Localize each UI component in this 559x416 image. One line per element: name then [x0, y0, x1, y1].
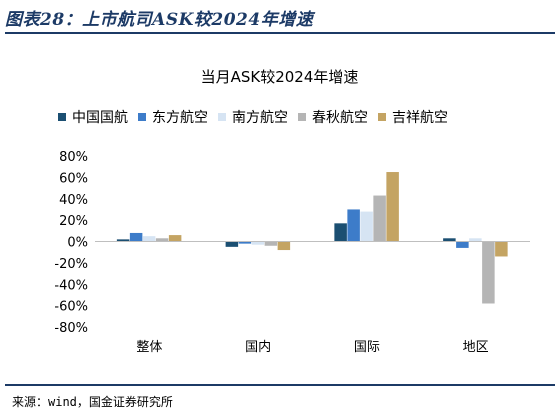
- legend-swatch: [218, 113, 226, 121]
- legend-label: 春秋航空: [312, 110, 368, 126]
- chart-title: 当月ASK较2024年增速: [200, 68, 359, 86]
- bar: [482, 241, 495, 304]
- chart-legend: 中国国航 东方航空 南方航空 春秋航空 吉祥航空: [58, 107, 448, 127]
- legend-label: 南方航空: [232, 110, 288, 126]
- x-category-label: 地区: [463, 340, 489, 355]
- y-tick-label: 0%: [67, 236, 88, 251]
- bar: [142, 236, 156, 242]
- bar: [129, 232, 143, 242]
- legend-item-air-china: 中国国航: [58, 107, 128, 127]
- bar: [456, 241, 469, 248]
- x-category-label: 整体: [136, 340, 162, 355]
- y-tick-label: -80%: [54, 321, 88, 336]
- source-note: 来源：wind，国金证券研究所: [12, 395, 173, 409]
- y-tick-label: 80%: [59, 150, 88, 165]
- legend-label: 东方航空: [152, 110, 208, 126]
- bar: [264, 241, 278, 246]
- legend-label: 中国国航: [72, 110, 128, 126]
- source-rule: [5, 384, 555, 386]
- bar: [168, 235, 182, 242]
- bar: [334, 223, 347, 242]
- bar: [386, 172, 399, 242]
- legend-item-china-southern: 南方航空: [218, 107, 288, 127]
- bar: [225, 241, 239, 247]
- bar: [469, 238, 482, 242]
- y-tick-label: 60%: [59, 171, 88, 186]
- y-tick-label: 20%: [59, 214, 88, 229]
- y-tick-label: -60%: [54, 300, 88, 315]
- bar: [347, 209, 360, 242]
- bar: [116, 239, 130, 242]
- bar: [155, 238, 169, 242]
- legend-swatch: [378, 113, 386, 121]
- bar: [238, 241, 252, 244]
- figure-title: 图表28：上市航司ASK较2024年增速: [5, 10, 314, 30]
- title-rule: [5, 32, 555, 34]
- bar: [495, 241, 508, 257]
- legend-label: 吉祥航空: [392, 110, 448, 126]
- legend-item-spring-airlines: 春秋航空: [298, 107, 368, 127]
- legend-swatch: [298, 113, 306, 121]
- x-category-label: 国际: [354, 340, 380, 355]
- bar: [277, 241, 291, 251]
- y-tick-label: -20%: [54, 257, 88, 272]
- legend-item-juneyao-airlines: 吉祥航空: [378, 107, 448, 127]
- legend-swatch: [138, 113, 146, 121]
- x-category-label: 国内: [245, 339, 271, 355]
- legend-item-china-eastern: 东方航空: [138, 107, 208, 127]
- y-tick-label: -40%: [54, 278, 88, 293]
- legend-swatch: [58, 113, 66, 121]
- bar: [251, 241, 265, 245]
- bar: [360, 211, 373, 242]
- y-tick-label: 40%: [59, 193, 88, 208]
- bar: [373, 195, 386, 242]
- bar: [443, 238, 456, 242]
